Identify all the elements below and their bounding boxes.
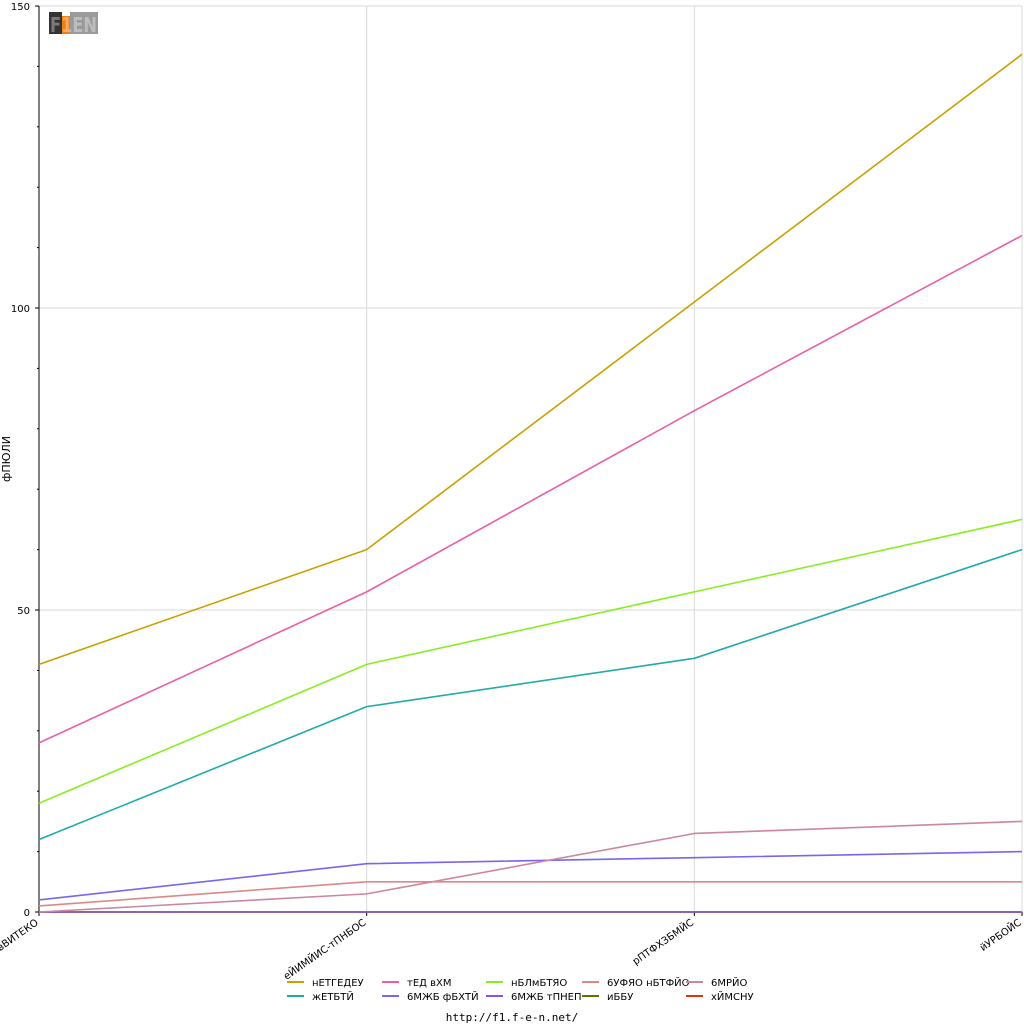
y-axis-title: фПЮЛИ	[0, 436, 13, 482]
y-tick-labels: 0 50 100 150	[11, 2, 30, 919]
series-line	[38, 234, 1023, 744]
grid-lines	[39, 5, 1023, 912]
series-line	[38, 820, 1023, 913]
legend-entry-label: тЕД вХМ	[407, 978, 452, 989]
logo-1-block	[62, 16, 70, 34]
legend-entry-label: жЕТБТЙ	[312, 990, 354, 1003]
series-line	[38, 880, 1022, 907]
series-line	[38, 518, 1023, 805]
logo-f-block	[49, 12, 62, 34]
legend-entry-label: 6УФЯО нБТФЙО	[607, 976, 690, 989]
legend-entry-label: 6МЖБ фБХТЙ	[407, 990, 479, 1003]
legend-entry-label: 6МРЙО	[711, 976, 748, 989]
legend-entry-label: нЕТГЕДЕУ	[312, 978, 364, 989]
y-tick-label: 100	[11, 304, 30, 315]
legend-entry-label: нБЛмБТЯО	[511, 978, 567, 989]
y-tick-label: 50	[17, 606, 30, 617]
series-line	[38, 850, 1023, 901]
axes	[35, 5, 1023, 916]
legend-entry-label: иББУ	[607, 992, 633, 1003]
x-tick-label: йУРБОЙС	[977, 916, 1024, 954]
y-tick-label: 0	[24, 908, 30, 919]
legend-entry-label: хЙМСНУ	[711, 990, 754, 1003]
series-line	[38, 548, 1023, 841]
brand-logo: F1EN	[49, 12, 98, 37]
x-tick-labels: вВИТЕКО еЙИМЙИС-тПНБОС рПТФХЗБМЙС йУРБОЙС	[0, 916, 1024, 983]
x-tick-label: рПТФХЗБМЙС	[630, 916, 696, 968]
legend-entry-label: 6МЖБ тПНЕП	[511, 992, 582, 1003]
footer-url[interactable]: http://f1.f-e-n.net/	[446, 1011, 578, 1024]
x-tick-label: еЙИМЙИС-тПНБОС	[281, 916, 369, 983]
series-line	[38, 53, 1023, 666]
logo-text: F1EN	[50, 13, 97, 37]
logo-en-block	[70, 12, 98, 34]
x-tick-label: вВИТЕКО	[0, 917, 41, 953]
series-lines	[38, 53, 1023, 913]
y-tick-label: 150	[11, 2, 30, 13]
legend: нЕТГЕДЕУ тЕД вХМ нБЛмБТЯО 6УФЯО нБТФЙО 6МРЙО…	[287, 976, 754, 1003]
